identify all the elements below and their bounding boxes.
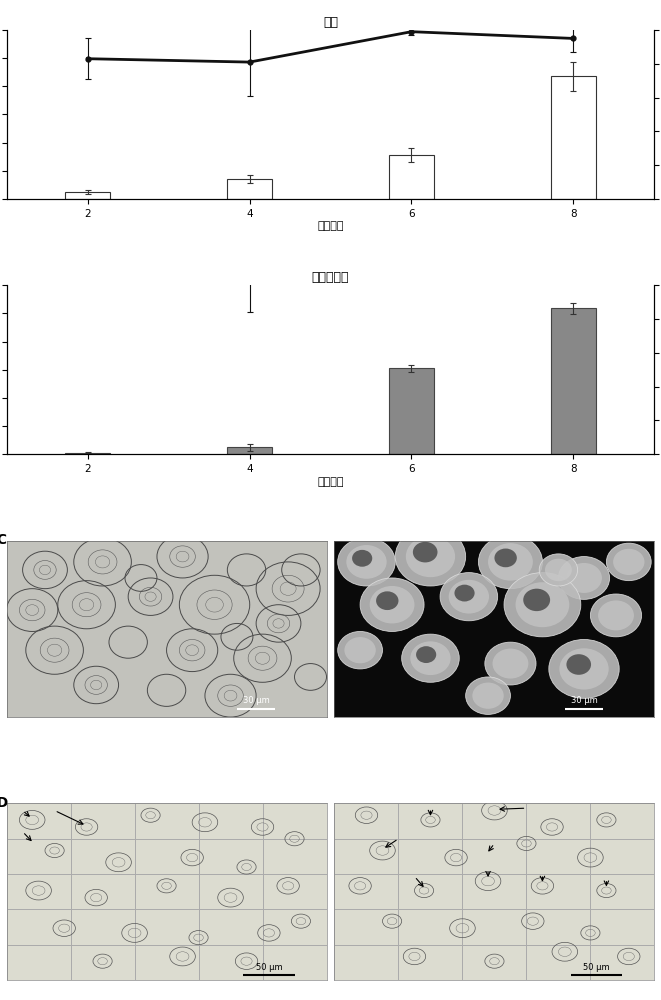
- Circle shape: [473, 683, 504, 709]
- Text: 30 μm: 30 μm: [570, 696, 598, 705]
- Circle shape: [516, 582, 569, 627]
- Circle shape: [465, 677, 510, 714]
- Circle shape: [410, 641, 451, 675]
- Circle shape: [524, 589, 550, 611]
- Bar: [389, 155, 434, 199]
- Text: 2D: 2D: [0, 796, 9, 810]
- Circle shape: [449, 580, 489, 614]
- Circle shape: [539, 554, 578, 586]
- Circle shape: [413, 542, 438, 562]
- Circle shape: [485, 642, 536, 685]
- Circle shape: [566, 654, 591, 675]
- Bar: [65, 453, 110, 454]
- Circle shape: [598, 600, 634, 630]
- Circle shape: [352, 550, 372, 567]
- Circle shape: [440, 573, 498, 621]
- X-axis label: 酶解时间: 酶解时间: [317, 221, 344, 231]
- Circle shape: [566, 563, 602, 593]
- Circle shape: [360, 578, 424, 631]
- Circle shape: [455, 585, 475, 602]
- Bar: [65, 192, 110, 199]
- Circle shape: [416, 646, 436, 663]
- Title: 第一片真叶: 第一片真叶: [312, 271, 349, 284]
- Circle shape: [369, 586, 414, 623]
- Circle shape: [406, 536, 455, 577]
- Bar: [551, 76, 596, 199]
- Circle shape: [504, 573, 581, 637]
- Bar: [551, 308, 596, 454]
- Title: 子叶: 子叶: [323, 16, 338, 29]
- Circle shape: [549, 639, 619, 698]
- Circle shape: [376, 591, 399, 610]
- Circle shape: [545, 559, 572, 581]
- Circle shape: [606, 543, 651, 581]
- Circle shape: [338, 538, 395, 586]
- Circle shape: [402, 634, 459, 682]
- Circle shape: [494, 549, 517, 567]
- Circle shape: [479, 535, 543, 589]
- Circle shape: [338, 631, 383, 669]
- Circle shape: [346, 545, 387, 579]
- Bar: [227, 447, 272, 454]
- Circle shape: [395, 527, 465, 586]
- Text: 30 μm: 30 μm: [243, 696, 270, 705]
- Bar: [227, 179, 272, 199]
- Text: 2C: 2C: [0, 533, 7, 547]
- X-axis label: 酶解时间: 酶解时间: [317, 477, 344, 487]
- Circle shape: [344, 637, 375, 663]
- Circle shape: [488, 543, 533, 581]
- Text: 50 μm: 50 μm: [256, 963, 282, 972]
- Circle shape: [559, 648, 609, 690]
- Circle shape: [492, 649, 528, 679]
- Circle shape: [590, 594, 642, 637]
- Text: 50 μm: 50 μm: [584, 963, 610, 972]
- Bar: [389, 368, 434, 454]
- Circle shape: [613, 549, 644, 575]
- Circle shape: [559, 557, 609, 599]
